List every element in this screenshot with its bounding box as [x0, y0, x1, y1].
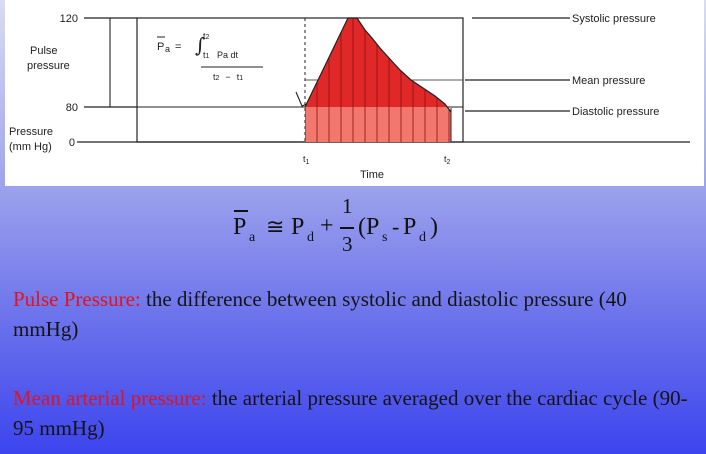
pressure-wave-area [305, 18, 451, 142]
formula-ps-sub: s [382, 230, 388, 245]
formula-plus: + [320, 213, 334, 239]
inset-integral-upper: t2 [203, 31, 210, 41]
pulse-pressure-colon: : [134, 287, 141, 311]
mean-pressure-term: Mean arterial pressure [13, 386, 201, 410]
formula-lhs: P [233, 214, 247, 240]
inset-equals: = [175, 41, 181, 53]
inset-lhs: P [157, 41, 164, 53]
t2-label: t2 [444, 154, 451, 166]
formula-approx: ≅ [266, 214, 285, 239]
pulse-pressure-term: Pulse Pressure [13, 287, 135, 311]
pulse-pressure-bracket [109, 17, 117, 108]
formula-pd2-sub: d [419, 230, 426, 245]
mean-label: Mean pressure [572, 75, 645, 87]
pulse-pressure-definition: Pulse Pressure: the difference between s… [13, 284, 693, 344]
y-tick-120: 120 [60, 13, 78, 25]
mean-pressure-colon: : [200, 386, 207, 410]
formula-pd2: P [403, 214, 417, 240]
systolic-label: Systolic pressure [572, 13, 656, 25]
formula-minus: - [392, 214, 400, 239]
inset-formula: P a = ∫ t2 t1 Pa dt t2− t1 [157, 31, 263, 82]
pressure-diagram-svg: 120 80 0 Pulse pressure Pressure (mm Hg)… [9, 13, 690, 181]
pulse-label-line2: pressure [27, 60, 70, 72]
pulse-label-line1: Pulse [30, 45, 58, 57]
formula-lhs-sub: a [249, 230, 256, 245]
inset-integral-lower: t1 [203, 50, 210, 60]
pressure-axis-label-line1: Pressure [9, 126, 53, 138]
pressure-diagram: 120 80 0 Pulse pressure Pressure (mm Hg)… [5, 0, 704, 186]
t1-label: t1 [303, 154, 310, 166]
pulse-pressure-text: the difference between systolic and dias… [13, 287, 627, 341]
pressure-axis-label-line2: (mm Hg) [9, 141, 52, 153]
mean-pressure-formula: P a ≅ P d + 1 3 ( P s - P d ) [233, 192, 463, 262]
wave-upper-fill [305, 18, 451, 107]
formula-lhs-bar [234, 210, 248, 212]
x-axis-label: Time [360, 169, 384, 181]
t1-hook [295, 91, 308, 107]
y-tick-80: 80 [66, 102, 78, 114]
inset-denominator: t2− t1 [213, 72, 243, 82]
inset-integrand: Pa dt [217, 50, 239, 60]
inset-integral-sign: ∫ [195, 33, 205, 57]
pressure-wave-outline [304, 17, 452, 113]
inset-lhs-sub: a [165, 44, 170, 54]
formula-pd-sub: d [307, 230, 314, 245]
formula-paren-close: ) [430, 214, 438, 240]
formula-numerator: 1 [342, 194, 353, 218]
formula-ps: P [366, 214, 380, 240]
formula-pd: P [291, 214, 305, 240]
mean-pressure-definition: Mean arterial pressure: the arterial pre… [13, 383, 693, 443]
formula-paren-open: ( [358, 214, 366, 240]
y-tick-0: 0 [69, 137, 75, 149]
formula-fraction-bar [340, 227, 354, 229]
wave-lower-fill [305, 107, 451, 142]
formula-denominator: 3 [342, 232, 353, 256]
diastolic-label: Diastolic pressure [572, 106, 659, 118]
mean-pressure-text: the arterial pressure averaged over the … [13, 386, 688, 440]
